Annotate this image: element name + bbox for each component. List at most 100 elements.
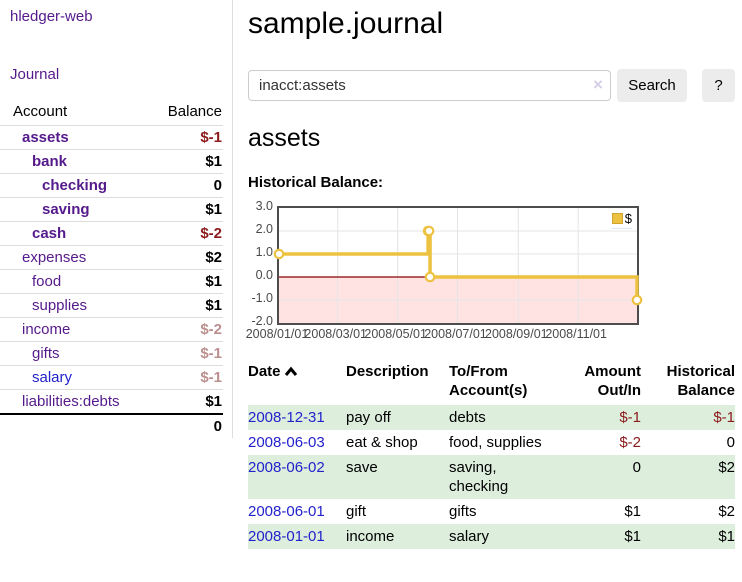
- account-link[interactable]: checking: [42, 177, 108, 194]
- transaction-date-link[interactable]: 2008-01-01: [248, 528, 325, 545]
- transaction-accounts: food, supplies: [449, 434, 542, 451]
- historical-balance-chart: $ 3.0 2.0 1.0 0.0 -1.0 -2.0 2008/01/01 2008/03/…: [241, 199, 643, 342]
- legend-swatch-icon: [611, 213, 623, 224]
- search-help-button[interactable]: ?: [702, 69, 735, 102]
- account-balance: $-2: [152, 221, 223, 246]
- search-input[interactable]: [248, 70, 611, 101]
- account-row: assets $-1: [0, 125, 223, 150]
- accounts-table-body: assets $-1 bank $1 checking 0 saving $1 cash $-2 e…: [0, 125, 223, 414]
- register-header-date-label: Date: [248, 363, 281, 380]
- account-link[interactable]: salary: [32, 369, 73, 386]
- account-balance: $1: [152, 389, 223, 414]
- sidebar: hledger-web Journal Account Balance asse…: [0, 0, 233, 438]
- transaction-description: eat & shop: [346, 434, 418, 451]
- register-row: 2008-06-01 gift gifts $1 $2: [248, 499, 735, 524]
- register-row: 2008-06-02 save saving, checking 0 $2: [248, 455, 735, 499]
- transaction-accounts: gifts: [449, 503, 477, 520]
- account-balance: $-1: [152, 341, 223, 366]
- account-balance: $1: [152, 197, 223, 222]
- register-header-amount: Amount Out/In: [584, 363, 641, 399]
- account-link[interactable]: supplies: [32, 297, 88, 314]
- account-link[interactable]: cash: [32, 225, 67, 242]
- app-title-link[interactable]: hledger-web: [10, 8, 93, 25]
- transaction-balance: $-1: [713, 409, 735, 426]
- accounts-table: Account Balance assets $-1 bank $1 checking 0…: [0, 98, 223, 438]
- register-row: 2008-12-31 pay off debts $-1 $-1: [248, 405, 735, 430]
- transaction-date-link[interactable]: 2008-06-01: [248, 503, 325, 520]
- account-row: supplies $1: [0, 293, 223, 318]
- transaction-description: gift: [346, 503, 367, 520]
- register-header-row: Date Description To/From Account(s) Amou…: [248, 360, 735, 405]
- x-axis-tick-label: 2008/03/01: [304, 327, 367, 341]
- register-header-accounts: To/From Account(s): [449, 363, 528, 399]
- accounts-header-account: Account: [13, 103, 68, 120]
- account-row: bank $1: [0, 149, 223, 174]
- chart-title: Historical Balance:: [248, 174, 384, 191]
- accounts-header-balance: Balance: [167, 103, 222, 120]
- account-row: expenses $2: [0, 245, 223, 270]
- transaction-date-link[interactable]: 2008-12-31: [248, 409, 325, 426]
- y-axis-tick-label: 1.0: [255, 245, 273, 259]
- transaction-amount: $-1: [619, 409, 641, 426]
- transaction-balance: 0: [726, 434, 735, 451]
- transaction-amount: 0: [632, 459, 641, 476]
- account-link[interactable]: assets: [22, 129, 69, 146]
- clear-search-icon[interactable]: ×: [593, 75, 603, 94]
- register-header-balance: Historical Balance: [666, 363, 735, 399]
- y-axis-tick-label: 3.0: [255, 199, 273, 213]
- transaction-date-link[interactable]: 2008-06-03: [248, 434, 325, 451]
- transaction-balance: $2: [718, 503, 735, 520]
- transaction-amount: $1: [624, 503, 641, 520]
- transaction-description: save: [346, 459, 378, 476]
- x-axis-tick-label: 2008/11/01: [545, 327, 607, 341]
- y-axis-tick-label: -1.0: [251, 291, 273, 305]
- account-row: income $-2: [0, 317, 223, 342]
- account-link[interactable]: bank: [32, 153, 68, 170]
- account-balance: $-1: [152, 125, 223, 150]
- account-row: checking 0: [0, 173, 223, 198]
- account-balance: $-1: [152, 365, 223, 390]
- account-link[interactable]: food: [32, 273, 62, 290]
- account-heading: assets: [248, 124, 321, 152]
- register-header-date[interactable]: Date: [248, 360, 346, 405]
- transaction-balance: $1: [718, 528, 735, 545]
- account-balance: 0: [152, 173, 223, 198]
- transaction-accounts: saving, checking: [449, 459, 509, 495]
- x-axis-tick-label: 2008/09/01: [485, 327, 548, 341]
- account-link[interactable]: liabilities:debts: [22, 393, 120, 410]
- account-row: liabilities:debts $1: [0, 389, 223, 414]
- account-row: salary $-1: [0, 365, 223, 390]
- account-balance: $1: [152, 293, 223, 318]
- chart-legend: $: [611, 211, 632, 229]
- accounts-total-row: 0: [0, 413, 223, 438]
- x-axis-tick-label: 2008/07/01: [424, 327, 487, 341]
- register-table: Date Description To/From Account(s) Amou…: [248, 360, 735, 549]
- y-axis-tick-label: 0.0: [255, 268, 273, 282]
- search-button[interactable]: Search: [617, 69, 687, 102]
- y-axis-tick-label: 2.0: [255, 222, 273, 236]
- transaction-balance: $2: [718, 459, 735, 476]
- account-row: gifts $-1: [0, 341, 223, 366]
- transaction-amount: $1: [624, 528, 641, 545]
- accounts-total-balance: 0: [152, 413, 223, 438]
- account-balance: $2: [152, 245, 223, 270]
- account-link[interactable]: gifts: [32, 345, 60, 362]
- account-row: saving $1: [0, 197, 223, 222]
- x-axis-tick-label: 2008/05/01: [364, 327, 427, 341]
- account-link[interactable]: saving: [42, 201, 90, 218]
- transaction-date-link[interactable]: 2008-06-02: [248, 459, 325, 476]
- account-link[interactable]: expenses: [22, 249, 87, 266]
- account-balance: $1: [152, 149, 223, 174]
- transaction-description: income: [346, 528, 395, 545]
- transaction-amount: $-2: [619, 434, 641, 451]
- account-row: cash $-2: [0, 221, 223, 246]
- account-row: food $1: [0, 269, 223, 294]
- transaction-accounts: salary: [449, 528, 490, 545]
- register-row: 2008-06-03 eat & shop food, supplies $-2 0: [248, 430, 735, 455]
- account-balance: $1: [152, 269, 223, 294]
- sidebar-item-journal[interactable]: Journal: [10, 66, 60, 83]
- chart-canvas: [273, 208, 643, 323]
- chart-plot-area: $: [273, 206, 643, 325]
- account-link[interactable]: income: [22, 321, 71, 338]
- page-title: sample.journal: [248, 7, 444, 40]
